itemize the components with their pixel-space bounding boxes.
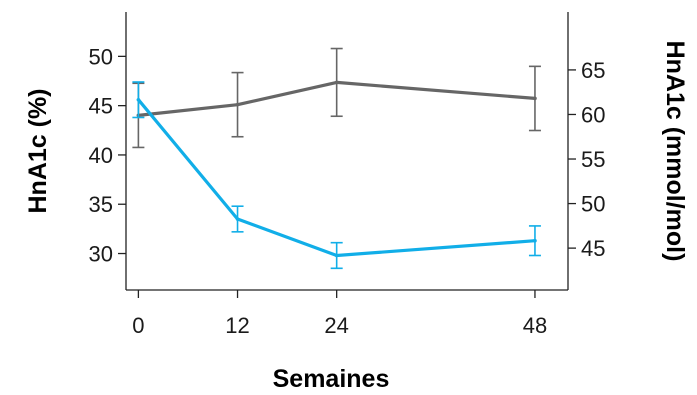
right-y-tick-label: 45 (581, 236, 605, 261)
series-line (136, 80, 537, 118)
left-y-axis-title: HnA1c (%) (24, 88, 52, 213)
data-point (533, 238, 537, 243)
right-y-axis-title: HnA1c (mmol/mol) (661, 41, 689, 262)
x-ticks: 0 12 24 48 (132, 290, 547, 338)
x-tick-label: 12 (225, 313, 249, 338)
left-y-tick-label: 30 (89, 242, 113, 267)
left-y-ticks: 30 35 40 45 50 (89, 44, 126, 267)
data-point (334, 253, 339, 258)
right-y-tick-label: 50 (581, 192, 605, 217)
series-line (136, 98, 537, 258)
series-1 (132, 47, 541, 149)
x-axis-title: Semaines (273, 365, 390, 393)
data-point (235, 217, 240, 221)
left-y-tick-label: 40 (89, 143, 113, 168)
series-2 (132, 81, 541, 270)
right-y-tick-label: 65 (581, 58, 605, 83)
left-y-tick-label: 45 (89, 94, 113, 119)
left-y-tick-label: 35 (89, 192, 113, 217)
plot-axes (125, 12, 569, 291)
x-tick-label: 24 (324, 313, 348, 338)
data-point (533, 96, 537, 101)
data-point (334, 80, 339, 85)
data-point (136, 97, 141, 102)
left-y-tick-label: 50 (89, 44, 113, 69)
data-point (235, 102, 240, 107)
series-layer (132, 47, 541, 270)
right-y-tick-label: 55 (581, 147, 605, 172)
right-y-ticks: 45 50 55 60 65 (568, 58, 605, 261)
right-y-tick-label: 60 (581, 102, 605, 127)
x-tick-label: 0 (132, 313, 144, 338)
x-tick-label: 48 (523, 313, 547, 338)
